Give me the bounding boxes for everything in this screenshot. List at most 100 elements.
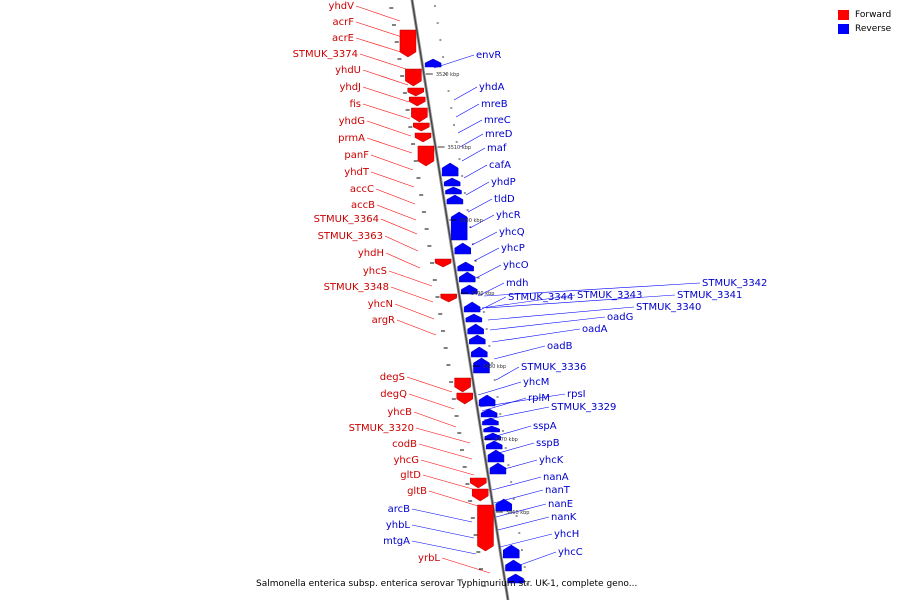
leader-line-maf [461,147,486,162]
reverse-gene-feature-28 [467,323,484,335]
reverse-gene-feature-17 [441,162,459,177]
gene-label-cafa: cafA [489,160,511,171]
gene-features [399,29,524,584]
gene-label-nant: nanT [545,485,571,496]
leader-line-mrec [457,119,483,134]
reverse-gene-feature-30 [471,346,488,358]
forward-gene-feature-4 [408,96,426,107]
legend-label-reverse: Reverse [855,24,892,34]
genome-backbone [410,0,510,600]
leader-line-yhcg [420,459,475,476]
reverse-gene-feature-38 [487,449,505,463]
leader-line-stmuk-3342 [483,282,701,297]
gene-label-yrbl: yrbL [418,553,440,564]
gene-label-tldd: tldD [494,194,515,205]
gene-label-stmuk-3343: STMUK_3343 [577,290,642,301]
gene-label-panf: panF [344,150,369,161]
gene-label-stmuk-3374: STMUK_3374 [293,49,358,60]
reverse-gene-feature-34 [482,417,499,426]
leader-line-stmuk-3340 [487,306,635,321]
gene-label-yhch: yhcH [554,529,579,540]
genome-caption: Salmonella enterica subsp. enterica sero… [256,579,638,589]
leader-line-prma [366,137,413,154]
gene-label-stmuk-3342: STMUK_3342 [702,278,767,289]
backbone-line [411,0,509,600]
forward-gene-feature-11 [454,377,471,393]
reverse-gene-feature-43 [507,573,524,584]
forward-gene-feature-14 [471,488,489,502]
gene-label-oadb: oadB [547,341,573,352]
gene-labels: yhdV acrF acrE STMUK_3374 yhdU yhdJ fis yhdG prm… [293,1,768,564]
leader-line-mreb [455,103,480,118]
gene-label-accb: accB [351,200,375,211]
gene-label-codb: codB [392,439,417,450]
leader-line-yhcm [477,381,522,396]
leader-line-stmuk-3348 [390,286,434,303]
leader-line-gltb [428,490,479,507]
gene-label-yhcp: yhcP [501,243,525,254]
legend-swatch-forward [838,10,849,20]
leader-line-yhcb [413,411,457,428]
leader-line-yhdu [362,69,409,86]
reverse-gene-feature-33 [480,408,498,418]
leader-line-yhcn [394,303,435,320]
leader-line-accc [375,188,416,205]
gene-label-acre: acrE [332,33,354,44]
gene-label-arcb: arcB [388,504,411,515]
leader-line-degq [408,393,455,410]
gene-label-gltb: gltB [407,486,427,497]
gene-label-sspb: sspB [536,438,560,449]
gene-label-yhdt: yhdT [344,167,370,178]
leader-line-mdh [477,282,505,297]
gene-label-maf: maf [487,143,507,154]
label-leader-lines [355,5,701,574]
leader-line-codb [418,443,473,460]
leader-line-acrf [355,21,403,38]
gene-label-gltd: gltD [400,470,421,481]
forward-gene-feature-6 [413,122,430,132]
reverse-gene-feature-16 [424,58,442,68]
leader-line-argr [396,319,437,336]
gene-label-nane: nanE [548,499,573,510]
gene-label-yhdv: yhdV [329,1,355,12]
gene-label-yhcb: yhcB [387,407,412,418]
forward-gene-feature-13 [470,477,487,489]
gene-label-yhdj: yhdJ [339,82,361,93]
gene-label-oada: oadA [582,324,608,335]
leader-line-yhdj [362,86,410,103]
gene-label-yhcs: yhcS [363,266,387,277]
forward-gene-feature-2 [405,68,422,87]
gene-label-yhcg: yhcG [393,455,419,466]
forward-gene-feature-10 [440,293,457,303]
gene-label-yhcq: yhcQ [499,227,525,238]
forward-gene-feature-7 [414,132,432,143]
leader-line-acre [355,37,405,54]
gene-label-nana: nanA [543,472,569,483]
reverse-gene-feature-23 [457,261,474,272]
reverse-gene-feature-19 [445,186,462,195]
reverse-gene-feature-41 [502,544,520,559]
leader-line-yhbl [411,524,475,539]
gene-label-yhcn: yhcN [368,299,393,310]
gene-label-yhdg: yhdG [339,116,365,127]
forward-gene-feature-9 [434,258,452,268]
gene-label-oadg: oadG [607,312,633,323]
leader-line-rplm [481,397,527,412]
legend-item-reverse: Reverse [838,22,891,36]
gene-label-acrf: acrF [333,17,355,28]
gene-label-yhck: yhcK [539,455,564,466]
leader-line-yhdh [385,252,421,269]
leader-line-stmuk-3336 [495,366,520,381]
leader-line-yhdv [355,5,401,22]
gene-label-yhda: yhdA [479,82,505,93]
leader-line-stmuk-3363 [384,235,419,252]
gene-label-stmuk-3329: STMUK_3329 [551,402,616,413]
reverse-gene-feature-42 [505,559,522,572]
leader-line-yhdp [465,181,490,196]
leader-line-yhcp [473,247,500,262]
reverse-gene-feature-18 [443,177,461,187]
forward-gene-feature-12 [456,392,474,405]
reverse-gene-feature-29 [469,334,486,345]
gene-label-rplm: rplM [528,393,550,404]
